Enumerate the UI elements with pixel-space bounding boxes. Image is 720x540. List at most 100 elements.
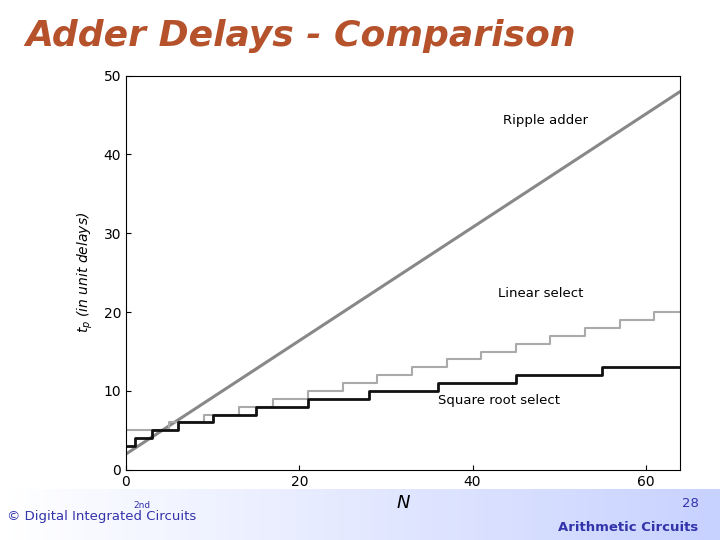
Bar — [482, 489, 490, 540]
Bar — [619, 489, 626, 540]
Bar — [187, 489, 194, 540]
Bar — [230, 489, 238, 540]
Bar — [670, 489, 677, 540]
Bar — [238, 489, 245, 540]
Bar — [547, 489, 554, 540]
Bar — [72, 489, 79, 540]
Bar — [317, 489, 324, 540]
Bar — [511, 489, 518, 540]
Bar — [655, 489, 662, 540]
Bar — [382, 489, 389, 540]
Bar — [202, 489, 209, 540]
Bar — [554, 489, 562, 540]
Bar — [223, 489, 230, 540]
Bar — [518, 489, 526, 540]
Bar — [122, 489, 130, 540]
Bar — [684, 489, 691, 540]
Bar — [461, 489, 468, 540]
Bar — [533, 489, 540, 540]
Bar — [562, 489, 569, 540]
Bar — [194, 489, 202, 540]
Bar — [115, 489, 122, 540]
Bar — [108, 489, 115, 540]
Bar — [691, 489, 698, 540]
Text: © Digital Integrated Circuits: © Digital Integrated Circuits — [7, 510, 197, 523]
Bar — [130, 489, 137, 540]
Bar — [634, 489, 641, 540]
Bar — [173, 489, 180, 540]
Bar — [569, 489, 576, 540]
Bar — [504, 489, 511, 540]
Bar — [490, 489, 497, 540]
Bar — [295, 489, 302, 540]
Bar — [396, 489, 403, 540]
Bar — [86, 489, 94, 540]
Bar — [439, 489, 446, 540]
Bar — [281, 489, 288, 540]
Bar — [22, 489, 29, 540]
Bar — [14, 489, 22, 540]
Bar — [331, 489, 338, 540]
Bar — [29, 489, 36, 540]
Bar — [288, 489, 295, 540]
Bar — [259, 489, 266, 540]
Bar — [338, 489, 346, 540]
Y-axis label: $t_p$ (in unit delays): $t_p$ (in unit delays) — [76, 212, 95, 333]
Bar — [706, 489, 713, 540]
Bar — [216, 489, 223, 540]
Bar — [58, 489, 65, 540]
Bar — [367, 489, 374, 540]
Bar — [151, 489, 158, 540]
Bar — [454, 489, 461, 540]
Bar — [446, 489, 454, 540]
Bar — [374, 489, 382, 540]
Bar — [209, 489, 216, 540]
Bar — [468, 489, 475, 540]
Bar — [50, 489, 58, 540]
Bar — [302, 489, 310, 540]
Bar — [360, 489, 367, 540]
Bar — [324, 489, 331, 540]
Text: Linear select: Linear select — [498, 287, 584, 300]
Bar — [65, 489, 72, 540]
Text: Square root select: Square root select — [438, 394, 560, 407]
Bar — [641, 489, 648, 540]
Bar — [677, 489, 684, 540]
Text: 28: 28 — [682, 497, 698, 510]
Bar — [598, 489, 605, 540]
Bar — [346, 489, 353, 540]
Bar — [274, 489, 281, 540]
Bar — [425, 489, 432, 540]
Bar — [0, 489, 7, 540]
Bar — [576, 489, 583, 540]
Bar — [245, 489, 252, 540]
Bar — [583, 489, 590, 540]
Bar — [166, 489, 173, 540]
Bar — [389, 489, 396, 540]
Bar — [101, 489, 108, 540]
Bar — [353, 489, 360, 540]
Bar — [626, 489, 634, 540]
Bar — [43, 489, 50, 540]
Bar — [137, 489, 144, 540]
Bar — [590, 489, 598, 540]
Bar — [158, 489, 166, 540]
Bar — [662, 489, 670, 540]
Bar — [540, 489, 547, 540]
Text: Ripple adder: Ripple adder — [503, 114, 588, 127]
Bar — [266, 489, 274, 540]
Bar — [713, 489, 720, 540]
Bar — [94, 489, 101, 540]
Bar — [648, 489, 655, 540]
Bar — [612, 489, 619, 540]
Text: Arithmetic Circuits: Arithmetic Circuits — [558, 521, 698, 534]
Bar — [79, 489, 86, 540]
Bar — [698, 489, 706, 540]
Bar — [497, 489, 504, 540]
X-axis label: N: N — [397, 494, 410, 512]
Bar — [410, 489, 418, 540]
Bar — [7, 489, 14, 540]
Bar — [605, 489, 612, 540]
Text: Adder Delays - Comparison: Adder Delays - Comparison — [25, 19, 576, 52]
Bar — [180, 489, 187, 540]
